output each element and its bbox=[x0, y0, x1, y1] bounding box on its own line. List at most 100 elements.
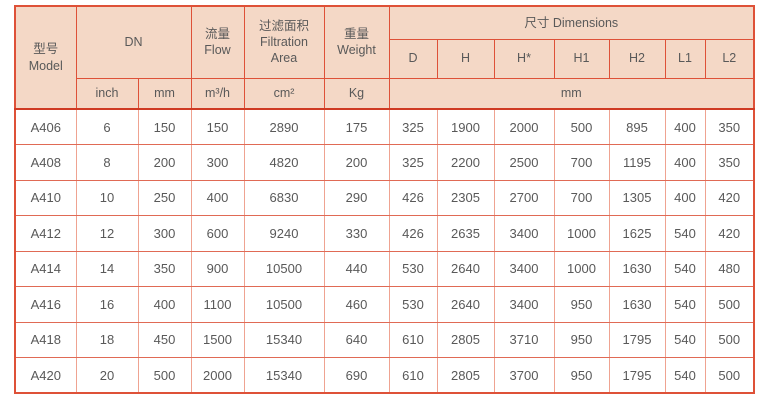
cell-weight: 440 bbox=[323, 250, 390, 287]
cell-dim-h2: 1305 bbox=[608, 179, 666, 216]
col-header-h1: H1 bbox=[553, 38, 610, 79]
col-header-flow: 流量 Flow bbox=[190, 5, 245, 79]
cell-mm: 450 bbox=[137, 321, 192, 358]
cell-area: 2890 bbox=[243, 108, 325, 145]
table-body: A406 6 150 150 2890 175 325 1900 2000 50… bbox=[14, 108, 755, 394]
table-row: A418 18 450 1500 15340 640 610 2805 3710… bbox=[14, 321, 755, 358]
col-header-h2: H2 bbox=[608, 38, 666, 79]
col-header-filtration-area: 过滤面积 Filtration Area bbox=[243, 5, 325, 79]
col-header-model: 型号 Model bbox=[14, 5, 77, 110]
cell-flow: 400 bbox=[190, 179, 245, 216]
col-header-l2: L2 bbox=[704, 38, 755, 79]
cell-mm: 150 bbox=[137, 108, 192, 145]
col-header-dimensions-en: Dimensions bbox=[552, 15, 619, 30]
col-header-filtration-en2: Area bbox=[270, 51, 298, 66]
spec-table: 型号 Model DN 流量 Flow 过滤面积 Filtration Area… bbox=[14, 5, 756, 394]
cell-weight: 690 bbox=[323, 357, 390, 394]
cell-dim-l1: 540 bbox=[664, 215, 706, 252]
cell-mm: 500 bbox=[137, 357, 192, 394]
col-header-flow-zh: 流量 bbox=[204, 27, 230, 41]
cell-dim-l2: 350 bbox=[704, 144, 755, 181]
cell-dim-l2: 500 bbox=[704, 321, 755, 358]
col-header-weight-en: Weight bbox=[337, 43, 376, 58]
cell-dim-h1: 950 bbox=[553, 321, 610, 358]
cell-dim-l1: 400 bbox=[664, 108, 706, 145]
cell-area: 10500 bbox=[243, 286, 325, 323]
cell-inch: 20 bbox=[75, 357, 139, 394]
cell-dim-h1: 950 bbox=[553, 286, 610, 323]
cell-model: A406 bbox=[14, 108, 77, 145]
cell-mm: 250 bbox=[137, 179, 192, 216]
unit-area: cm² bbox=[243, 77, 325, 110]
cell-dim-h2: 1795 bbox=[608, 357, 666, 394]
cell-dim-h: 2640 bbox=[436, 286, 495, 323]
unit-weight: Kg bbox=[323, 77, 390, 110]
cell-dim-l2: 480 bbox=[704, 250, 755, 287]
cell-area: 4820 bbox=[243, 144, 325, 181]
cell-dim-d: 610 bbox=[388, 321, 438, 358]
col-header-weight: 重量 Weight bbox=[323, 5, 390, 79]
col-header-h: H bbox=[436, 38, 495, 79]
cell-dim-hstar: 3400 bbox=[493, 250, 555, 287]
cell-dim-d: 426 bbox=[388, 215, 438, 252]
cell-weight: 640 bbox=[323, 321, 390, 358]
table-row: A408 8 200 300 4820 200 325 2200 2500 70… bbox=[14, 144, 755, 181]
unit-inch: inch bbox=[75, 77, 139, 110]
header-row-dim-cols: D H H* H1 H2 L1 L2 bbox=[15, 38, 755, 79]
cell-dim-d: 426 bbox=[388, 179, 438, 216]
cell-dim-hstar: 3700 bbox=[493, 357, 555, 394]
cell-dim-h: 2805 bbox=[436, 357, 495, 394]
col-header-model-zh: 型号 bbox=[33, 42, 59, 57]
cell-mm: 350 bbox=[137, 250, 192, 287]
col-header-flow-en: Flow bbox=[204, 43, 231, 58]
cell-inch: 12 bbox=[75, 215, 139, 252]
cell-dim-h1: 1000 bbox=[553, 215, 610, 252]
cell-flow: 1100 bbox=[190, 286, 245, 323]
col-header-filtration-zh: 过滤面积 bbox=[258, 18, 309, 33]
cell-dim-l2: 500 bbox=[704, 286, 755, 323]
cell-dim-hstar: 2000 bbox=[493, 108, 555, 145]
cell-model: A416 bbox=[14, 286, 77, 323]
cell-dim-h2: 1630 bbox=[608, 250, 666, 287]
cell-dim-h: 2805 bbox=[436, 321, 495, 358]
cell-dim-h1: 700 bbox=[553, 144, 610, 181]
cell-dim-d: 530 bbox=[388, 286, 438, 323]
cell-dim-h: 1900 bbox=[436, 108, 495, 145]
cell-mm: 300 bbox=[137, 215, 192, 252]
cell-dim-hstar: 3710 bbox=[493, 321, 555, 358]
col-header-d: D bbox=[388, 38, 438, 79]
cell-dim-hstar: 2500 bbox=[493, 144, 555, 181]
col-header-model-en: Model bbox=[28, 58, 63, 73]
cell-mm: 200 bbox=[137, 144, 192, 181]
cell-mm: 400 bbox=[137, 286, 192, 323]
cell-dim-h1: 500 bbox=[553, 108, 610, 145]
cell-dim-h2: 1195 bbox=[608, 144, 666, 181]
cell-area: 15340 bbox=[243, 321, 325, 358]
cell-area: 15340 bbox=[243, 357, 325, 394]
cell-inch: 18 bbox=[75, 321, 139, 358]
cell-dim-l1: 540 bbox=[664, 286, 706, 323]
cell-dim-h2: 895 bbox=[608, 108, 666, 145]
cell-dim-l1: 540 bbox=[664, 321, 706, 358]
table-row: A410 10 250 400 6830 290 426 2305 2700 7… bbox=[14, 179, 755, 216]
cell-dim-h2: 1625 bbox=[608, 215, 666, 252]
cell-inch: 16 bbox=[75, 286, 139, 323]
cell-dim-h: 2640 bbox=[436, 250, 495, 287]
cell-inch: 14 bbox=[75, 250, 139, 287]
cell-model: A410 bbox=[14, 179, 77, 216]
cell-dim-l2: 500 bbox=[704, 357, 755, 394]
table-row: A414 14 350 900 10500 440 530 2640 3400 … bbox=[14, 250, 755, 287]
cell-flow: 600 bbox=[190, 215, 245, 252]
cell-inch: 6 bbox=[75, 108, 139, 145]
cell-inch: 8 bbox=[75, 144, 139, 181]
cell-weight: 330 bbox=[323, 215, 390, 252]
table-header: 型号 Model DN 流量 Flow 过滤面积 Filtration Area… bbox=[14, 5, 755, 110]
cell-model: A420 bbox=[14, 357, 77, 394]
col-header-weight-zh: 重量 bbox=[343, 27, 369, 41]
table-row: A406 6 150 150 2890 175 325 1900 2000 50… bbox=[14, 108, 755, 145]
col-header-dimensions: 尺寸 Dimensions bbox=[388, 5, 755, 40]
cell-dim-d: 325 bbox=[388, 144, 438, 181]
cell-model: A414 bbox=[14, 250, 77, 287]
cell-weight: 175 bbox=[323, 108, 390, 145]
cell-model: A408 bbox=[14, 144, 77, 181]
